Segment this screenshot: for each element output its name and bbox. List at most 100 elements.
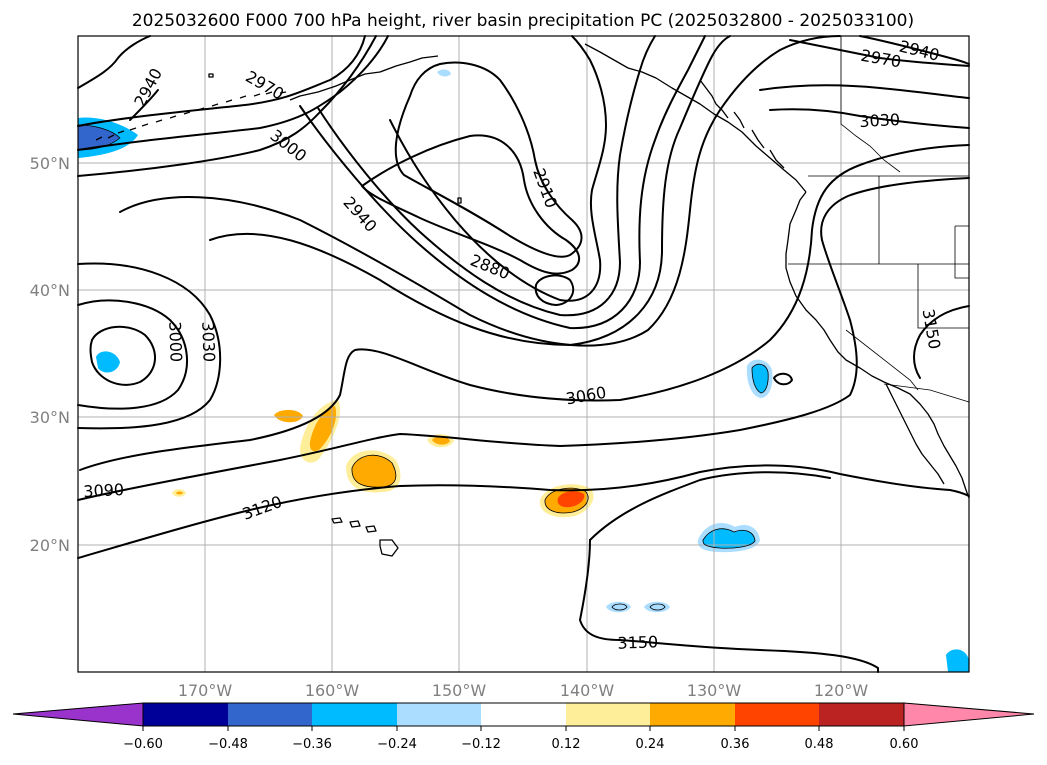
lon-label: 120°W	[814, 681, 869, 700]
colorbar-ticks	[142, 726, 905, 731]
contour-3030-left	[77, 299, 188, 410]
contour-closed-east	[773, 372, 793, 386]
colorbar-tick-label: 0.12	[552, 737, 581, 752]
panhandle-coast	[699, 79, 785, 169]
outline-small-a	[611, 603, 628, 611]
contour-3060-main	[79, 144, 970, 471]
colorbar-segment	[481, 703, 566, 726]
colorbar-tick-label: −0.48	[208, 737, 248, 752]
contour-3030-ne	[769, 108, 970, 129]
lon-label: 140°W	[560, 681, 615, 700]
colorbar-segment	[735, 703, 819, 726]
island-dot-b	[208, 73, 214, 78]
shading-outlines	[77, 124, 769, 611]
colorbar-tick-label: 0.36	[721, 737, 750, 752]
contour-3030-north	[77, 35, 377, 177]
shade-neg-corner	[946, 649, 969, 672]
latitude-labels: 50°N 40°N 30°N 20°N	[30, 154, 70, 555]
ak-canada-border	[840, 36, 901, 173]
colorbar-segment	[143, 703, 228, 726]
contour-trough-2	[209, 35, 731, 346]
island-dot-a	[457, 197, 462, 204]
contour-trough-3	[299, 35, 706, 330]
colorbar-segment	[397, 703, 481, 726]
colorbar: −0.60 −0.48 −0.36 −0.24 −0.12 0.12 0.24 …	[12, 702, 1035, 752]
colorbar-tick-label: −0.36	[292, 737, 332, 752]
contour-trough-outer	[119, 35, 841, 347]
lat-label: 50°N	[30, 154, 70, 173]
contour-2880	[361, 134, 581, 275]
colorbar-extend-right	[903, 702, 1035, 727]
colorbar-segment	[819, 703, 904, 726]
outline-east-2	[702, 528, 756, 549]
coastlines	[95, 43, 970, 557]
shade-pos-4-core	[432, 436, 450, 445]
shade-neg-left-island	[96, 351, 120, 373]
contour-3000-left-closed	[89, 325, 156, 386]
outline-west	[77, 124, 121, 151]
contour-trough-4	[317, 35, 656, 317]
contour-trough-5	[389, 35, 607, 302]
state-border-3	[917, 264, 969, 329]
lat-label: 20°N	[30, 536, 70, 555]
height-contours	[77, 35, 970, 673]
borders	[788, 36, 970, 403]
shade-neg-small-b	[644, 601, 670, 613]
outline-pos-5	[544, 487, 589, 514]
colorbar-segment	[228, 703, 312, 726]
map-frame	[77, 35, 970, 673]
baja-coast	[885, 383, 945, 485]
contour-2940-nw	[77, 35, 151, 89]
map-panel: 2940 2970 3000 2940 2910 2880 3000 3030 …	[77, 35, 970, 673]
colorbar-segment	[650, 703, 735, 726]
state-border-5	[954, 225, 969, 279]
shade-neg-east-2-core	[702, 528, 755, 549]
colorbar-frame	[142, 702, 905, 727]
colorbar-tick-label: 0.60	[890, 737, 919, 752]
contour-2940-ne	[859, 35, 970, 65]
shade-neg-east-1-core	[752, 364, 769, 393]
colorbar-segment	[312, 703, 397, 726]
colorbar-tick-label: −0.12	[461, 737, 501, 752]
shade-pos-5-core	[557, 491, 585, 508]
longitude-labels: 170°W 160°W 150°W 140°W 130°W 120°W	[178, 681, 869, 700]
colorbar-tick-label: −0.24	[377, 737, 417, 752]
contour-2910	[394, 61, 583, 258]
colorbar-extend-left	[12, 702, 144, 727]
contour-3000-ne	[759, 84, 970, 99]
contour-3120	[77, 464, 970, 559]
shade-neg-small-a	[606, 601, 631, 613]
outline-pos-3	[351, 454, 397, 488]
contour-3090	[77, 177, 970, 501]
state-border-4	[845, 329, 919, 391]
contour-3000-north	[77, 35, 389, 151]
graticule	[78, 36, 969, 672]
lon-label: 130°W	[687, 681, 742, 700]
shade-pos-1	[274, 409, 303, 423]
alaska-coast	[289, 43, 807, 193]
lon-label: 160°W	[305, 681, 360, 700]
contour-3150-south	[579, 539, 879, 673]
contour-3150-east	[913, 305, 970, 379]
contour-closed-low	[534, 274, 575, 306]
outline-east-1	[751, 363, 769, 394]
contour-label: 3150	[617, 632, 658, 652]
contour-3150-south-top	[589, 471, 831, 541]
lon-label: 150°W	[432, 681, 487, 700]
west-coast	[785, 191, 970, 499]
map-title: 2025032600 F000 700 hPa height, river ba…	[132, 11, 914, 31]
colorbar-segment	[566, 703, 650, 726]
shade-neg-speck	[437, 69, 451, 77]
lat-label: 30°N	[30, 408, 70, 427]
contour-label: 3090	[83, 480, 125, 501]
contour-3060-left	[77, 262, 222, 430]
colorbar-tick-label: 0.48	[805, 737, 834, 752]
shade-pos-3	[351, 455, 396, 488]
contour-label: 3030	[198, 321, 218, 362]
hawaii-islands	[331, 517, 399, 557]
contour-label: 3000	[165, 321, 185, 362]
lat-label: 40°N	[30, 281, 70, 300]
contour-label: 3030	[859, 110, 901, 131]
mexico-border	[883, 383, 970, 403]
